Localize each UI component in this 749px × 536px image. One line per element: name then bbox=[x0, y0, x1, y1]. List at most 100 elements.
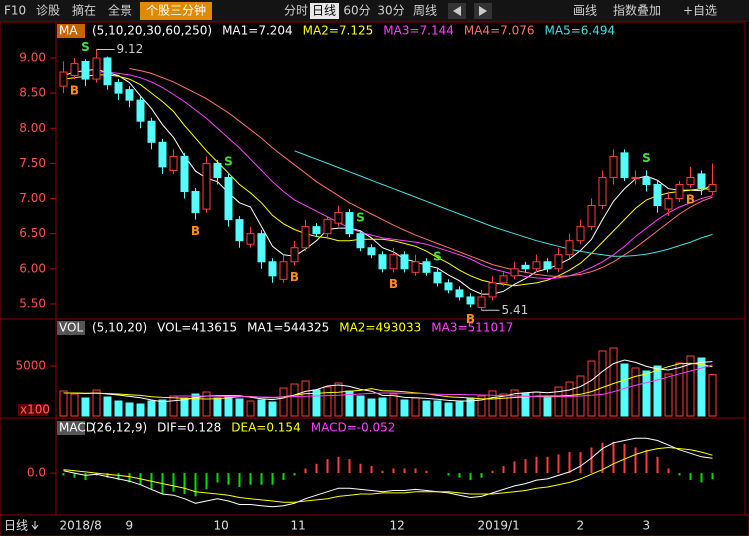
candle-body bbox=[444, 282, 453, 291]
volume-bar bbox=[169, 395, 178, 417]
candle-body bbox=[70, 63, 79, 77]
indicator-line bbox=[173, 364, 713, 398]
candle-body bbox=[708, 183, 717, 193]
candle-body bbox=[81, 61, 90, 80]
candle-body bbox=[180, 155, 189, 193]
volume-bar bbox=[400, 399, 409, 417]
period-button[interactable]: 日线 bbox=[312, 4, 336, 18]
y-tick-label: 8.50 bbox=[19, 86, 46, 100]
candle-body bbox=[576, 226, 585, 242]
x-tick-label: 10 bbox=[214, 519, 229, 533]
toolbar-button[interactable]: 画线 bbox=[573, 4, 597, 18]
volume-bar bbox=[191, 393, 200, 417]
candle-body bbox=[103, 57, 112, 86]
candle-body bbox=[367, 247, 376, 256]
volume-bar bbox=[477, 395, 486, 417]
candle-body bbox=[378, 254, 387, 270]
x-tick-label: 9 bbox=[126, 519, 134, 533]
volume-bar bbox=[279, 387, 288, 417]
candle-body bbox=[664, 198, 673, 210]
candle-body bbox=[675, 183, 684, 200]
candle-body bbox=[433, 271, 442, 284]
price-panel bbox=[0, 21, 746, 320]
period-label: 日线 bbox=[4, 519, 28, 533]
indicator-menu[interactable]: MACD bbox=[59, 421, 95, 435]
candle-body bbox=[202, 162, 211, 210]
legend-entry: (5,10,20,30,60,250) bbox=[92, 24, 212, 38]
toolbar-button[interactable]: 指数叠加 bbox=[613, 3, 661, 18]
signal-label: S bbox=[224, 154, 233, 168]
y-tick-label: 7.00 bbox=[19, 191, 46, 205]
legend-entry: (5,10,20) bbox=[92, 321, 147, 335]
volume-bar bbox=[433, 400, 442, 417]
candle-body bbox=[136, 99, 145, 122]
candle-body bbox=[323, 219, 332, 235]
volume-bar bbox=[323, 386, 332, 417]
volume-bar bbox=[675, 362, 684, 417]
signal-label: B bbox=[70, 84, 79, 98]
y-tick-label: 6.00 bbox=[19, 261, 46, 275]
indicator-line bbox=[63, 446, 713, 503]
period-button[interactable]: 60分 bbox=[343, 4, 370, 18]
candle-body bbox=[499, 275, 508, 284]
candle-body bbox=[235, 219, 244, 242]
candle-body bbox=[191, 191, 200, 214]
volume-bar bbox=[543, 395, 552, 417]
candle-body bbox=[290, 247, 299, 263]
candle-body bbox=[609, 155, 618, 178]
indicator-menu[interactable]: VOL bbox=[59, 321, 83, 335]
candle-body bbox=[312, 226, 321, 235]
indicator-menu-bg[interactable] bbox=[57, 421, 85, 435]
indicator-menu-bg[interactable] bbox=[57, 24, 85, 38]
toolbar-button[interactable]: 全景 bbox=[108, 3, 132, 18]
period-button[interactable]: 分时 bbox=[284, 4, 308, 18]
candle-body bbox=[697, 173, 706, 189]
active-tab[interactable]: 个股三分钟 bbox=[146, 3, 206, 18]
candle-body bbox=[158, 141, 167, 168]
volume-bar bbox=[598, 350, 607, 417]
candle-body bbox=[301, 226, 310, 249]
indicator-menu-bg[interactable] bbox=[57, 321, 85, 335]
legend-entry: MACD=-0.052 bbox=[311, 421, 396, 435]
candle-body bbox=[400, 254, 409, 270]
candle-body bbox=[389, 254, 398, 270]
toolbar-button[interactable]: 摘在 bbox=[72, 3, 96, 18]
candle-body bbox=[125, 89, 134, 101]
selected-period-bg bbox=[310, 3, 339, 19]
toolbar-button[interactable]: +自选 bbox=[683, 4, 717, 18]
volume-bar bbox=[70, 393, 79, 417]
signal-label: B bbox=[389, 277, 398, 291]
legend-entry: VOL=413615 bbox=[157, 321, 237, 335]
legend-entry: MA1=7.204 bbox=[222, 24, 293, 38]
candle-body bbox=[422, 261, 431, 273]
signal-label: B bbox=[466, 312, 475, 326]
volume-bar bbox=[301, 380, 310, 417]
y-tick-label: 0.0 bbox=[27, 466, 46, 480]
volume-bar bbox=[653, 365, 662, 417]
toolbar-button[interactable]: 诊股 bbox=[36, 4, 60, 18]
legend-entry: MA2=7.125 bbox=[303, 24, 374, 38]
volume-bar bbox=[620, 363, 629, 417]
period-button[interactable]: 周线 bbox=[413, 4, 437, 18]
indicator-line bbox=[294, 150, 713, 257]
volume-bar bbox=[114, 400, 123, 417]
candle-body bbox=[224, 176, 233, 221]
candle-body bbox=[620, 152, 629, 178]
volume-bar bbox=[213, 397, 222, 417]
volume-bar bbox=[411, 397, 420, 417]
signal-label: S bbox=[356, 211, 365, 225]
x-tick-label: 2018/8 bbox=[60, 519, 102, 533]
volume-bar bbox=[235, 398, 244, 417]
unit-label: x100 bbox=[20, 403, 50, 417]
toolbar-button[interactable]: F10 bbox=[4, 4, 26, 18]
volume-bar bbox=[103, 396, 112, 417]
indicator-menu[interactable]: MA bbox=[59, 24, 78, 38]
indicator-line bbox=[63, 74, 713, 287]
volume-bar bbox=[246, 400, 255, 417]
candle-body bbox=[246, 233, 255, 245]
indicator-line bbox=[96, 71, 713, 280]
period-button[interactable]: 30分 bbox=[377, 4, 404, 18]
candle-body bbox=[345, 212, 354, 235]
indicator-line bbox=[129, 68, 713, 278]
volume-bar bbox=[499, 393, 508, 417]
